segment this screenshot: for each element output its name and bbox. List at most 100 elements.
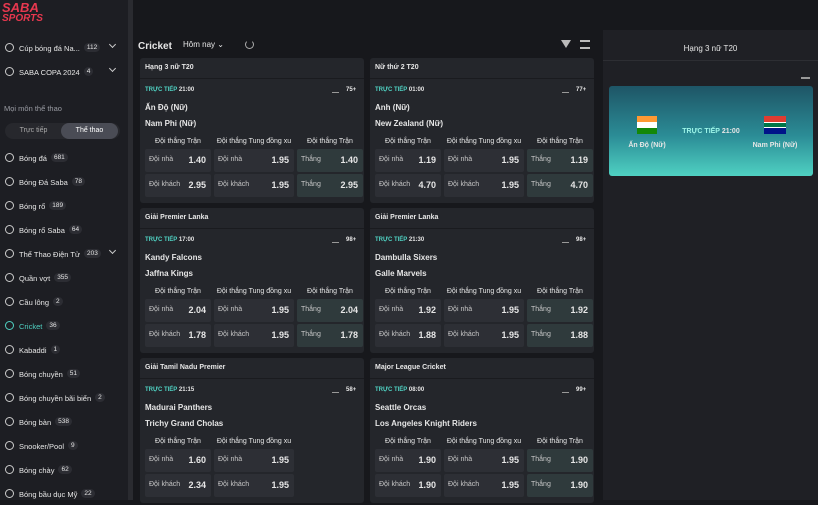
odds-button[interactable]: Đội khách 1.95	[444, 174, 524, 197]
odds-button[interactable]: Thắng 1.90	[527, 449, 593, 472]
market-count[interactable]: 75+	[346, 87, 357, 93]
odds-button[interactable]: Đội nhà 1.60	[145, 449, 211, 472]
sport-item[interactable]: Bóng chuyền bãi biển 2	[0, 387, 128, 409]
odds-button[interactable]: Đội khách 2.95	[145, 174, 211, 197]
odds-button[interactable]: Đội nhà 1.92	[375, 299, 441, 322]
odds-button[interactable]: Thắng 2.04	[297, 299, 363, 322]
odds-button[interactable]: Thắng 1.88	[527, 324, 593, 347]
sport-item[interactable]: Kabaddi 1	[0, 339, 128, 361]
sport-item[interactable]: Thể Thao Điện Tử 203	[0, 243, 128, 265]
divider	[140, 78, 364, 79]
odds-button[interactable]: Đội khách 1.95	[214, 474, 294, 497]
stats-icon[interactable]	[801, 70, 810, 79]
odds-button[interactable]: Đội khách 1.90	[375, 474, 441, 497]
sport-item[interactable]: Bóng chày 62	[0, 459, 128, 481]
odds-button[interactable]: Thắng 4.70	[527, 174, 593, 197]
odds-button[interactable]: Đội nhà 1.95	[214, 299, 294, 322]
odds-button[interactable]: Đội khách 1.95	[214, 324, 294, 347]
market-header: Đội thắng Trận	[537, 138, 583, 145]
stats-icon[interactable]	[562, 386, 569, 393]
list-icon[interactable]	[580, 40, 590, 49]
sport-item[interactable]: Bóng rổ Saba 64	[0, 219, 128, 241]
stats-icon[interactable]	[332, 236, 339, 243]
odds-button[interactable]: Đội nhà 1.40	[145, 149, 211, 172]
market-header: Đội thắng Tung đồng xu	[446, 138, 522, 145]
live-label: TRỰC TIẾP	[375, 387, 408, 393]
odds-button[interactable]: Đội nhà 2.04	[145, 299, 211, 322]
odds-button[interactable]: Thắng 1.90	[527, 474, 593, 497]
sport-item[interactable]: Bóng bầu dục Mỹ 22	[0, 483, 128, 505]
odds-button[interactable]: Thắng 1.40	[297, 149, 363, 172]
sport-icon	[5, 489, 14, 498]
sport-item[interactable]: Cricket 36	[0, 315, 128, 337]
odds-button[interactable]: Thắng 2.95	[297, 174, 363, 197]
odds-label: Đội nhà	[218, 156, 243, 163]
odds-button[interactable]: Đội khách 4.70	[375, 174, 441, 197]
odds-label: Thắng	[301, 306, 321, 313]
sport-item[interactable]: Bóng bàn 538	[0, 411, 128, 433]
odds-button[interactable]: Đội nhà 1.95	[444, 149, 524, 172]
divider	[370, 378, 594, 379]
date-filter[interactable]: Hôm nay ⌄	[183, 40, 224, 49]
odds-button[interactable]: Đội nhà 1.19	[375, 149, 441, 172]
sport-count: 189	[49, 201, 67, 210]
filter-icon[interactable]	[561, 40, 571, 48]
main: Cricket Hôm nay ⌄ Hạng 3 nữ T20 TRỰC TIẾP…	[133, 0, 600, 503]
sport-item[interactable]: SABA COPA 2024 4	[0, 61, 128, 83]
odds-button[interactable]: Đội nhà 1.95	[214, 449, 294, 472]
odds-button[interactable]: Đội khách 1.95	[444, 324, 524, 347]
away-team: Jaffna Kings	[145, 269, 194, 278]
sport-item[interactable]: Snooker/Pool 9	[0, 435, 128, 457]
market-count[interactable]: 99+	[576, 387, 587, 393]
odds-button[interactable]: Đội nhà 1.95	[444, 299, 524, 322]
odds-label: Đội nhà	[379, 456, 404, 463]
odds-label: Đội nhà	[149, 456, 174, 463]
odds-button[interactable]: Thắng 1.19	[527, 149, 593, 172]
sport-icon	[5, 43, 14, 52]
home-team: Seattle Orcas	[375, 403, 427, 412]
odds-label: Thắng	[531, 306, 551, 313]
odds-button[interactable]: Thắng 1.78	[297, 324, 363, 347]
tab[interactable]: Trực tiếp	[19, 127, 48, 134]
odds-label: Đội nhà	[149, 156, 174, 163]
live-time: 21:15	[178, 387, 195, 393]
market-count[interactable]: 58+	[346, 387, 357, 393]
odds-button[interactable]: Đội khách 1.88	[375, 324, 441, 347]
sport-item[interactable]: Bóng Đá Saba 78	[0, 171, 128, 193]
sport-name: Bóng rổ Saba	[19, 226, 65, 235]
refresh-icon[interactable]	[245, 40, 254, 49]
sport-item[interactable]: Cúp bóng đá Na... 112	[0, 37, 128, 59]
live-time: 17:00	[178, 237, 195, 243]
sport-item[interactable]: Quần vợt 355	[0, 267, 128, 289]
sport-item[interactable]: Cầu lông 2	[0, 291, 128, 313]
odds-button[interactable]: Đội nhà 1.95	[444, 449, 524, 472]
sport-title: Cricket	[138, 41, 172, 52]
tab[interactable]: Thể thao	[61, 123, 118, 139]
market-count[interactable]: 98+	[576, 237, 587, 243]
divider	[603, 60, 818, 61]
stats-icon[interactable]	[332, 386, 339, 393]
live-time: 21:00	[178, 87, 195, 93]
market-header: Đội thắng Trận	[155, 438, 201, 445]
sport-icon	[5, 417, 14, 426]
stats-icon[interactable]	[562, 86, 569, 93]
sport-item[interactable]: Bóng rổ 189	[0, 195, 128, 217]
sport-item[interactable]: Bóng đá 681	[0, 147, 128, 169]
odds-label: Đội nhà	[218, 456, 243, 463]
odds-button[interactable]: Đội nhà 1.95	[214, 149, 294, 172]
stats-icon[interactable]	[562, 236, 569, 243]
odds-button[interactable]: Thắng 1.92	[527, 299, 593, 322]
market-count[interactable]: 77+	[576, 87, 587, 93]
league-name: Nữ thứ 2 T20	[375, 64, 419, 71]
sport-name: Snooker/Pool	[19, 442, 65, 451]
odds-label: Thắng	[531, 331, 551, 338]
stats-icon[interactable]	[332, 86, 339, 93]
odds-button[interactable]: Đội nhà 1.90	[375, 449, 441, 472]
odds-button[interactable]: Đội khách 1.95	[214, 174, 294, 197]
odds-button[interactable]: Đội khách 1.78	[145, 324, 211, 347]
sport-item[interactable]: Bóng chuyền 51	[0, 363, 128, 385]
odds-button[interactable]: Đội khách 2.34	[145, 474, 211, 497]
odds-button[interactable]: Đội khách 1.95	[444, 474, 524, 497]
odds-value: 1.95	[271, 480, 289, 490]
market-count[interactable]: 98+	[346, 237, 357, 243]
